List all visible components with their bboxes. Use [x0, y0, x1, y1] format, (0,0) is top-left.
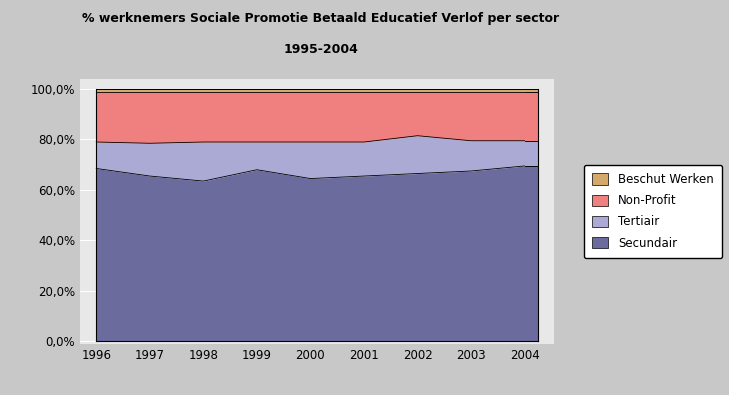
Polygon shape	[525, 141, 538, 166]
Polygon shape	[525, 166, 538, 341]
Polygon shape	[525, 92, 538, 141]
Text: % werknemers Sociale Promotie Betaald Educatief Verlof per sector: % werknemers Sociale Promotie Betaald Ed…	[82, 12, 559, 25]
Text: 1995-2004: 1995-2004	[284, 43, 358, 56]
Polygon shape	[525, 89, 538, 92]
Legend: Beschut Werken, Non-Profit, Tertiair, Secundair: Beschut Werken, Non-Profit, Tertiair, Se…	[584, 165, 722, 258]
